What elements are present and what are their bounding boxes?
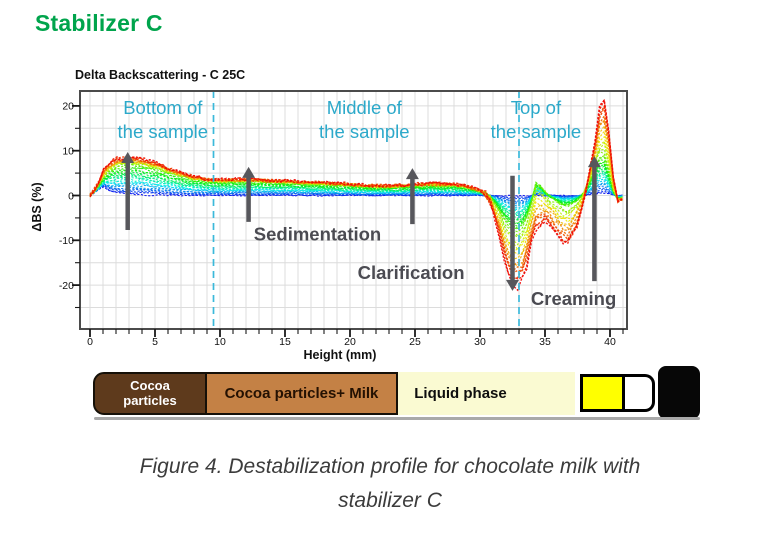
phase-label: Liquid phase [414, 385, 507, 402]
region-label: the sample [491, 121, 582, 142]
scan-curve [89, 148, 623, 238]
y-tick-label: -10 [59, 235, 74, 247]
axis-tick-labels: 0 5 10 15 20 25 30 35 40 20 10 0 -10 -20 [59, 101, 616, 348]
y-axis-label: ΔBS (%) [30, 182, 44, 231]
tube-cap-block [658, 366, 700, 419]
process-label: Creaming [531, 288, 616, 309]
scan-curve [89, 98, 623, 292]
phase-liquid: Liquid phase [398, 372, 575, 415]
scan-curve [89, 167, 623, 221]
process-label: Clarification [358, 262, 465, 283]
y-tick-label: 20 [62, 101, 74, 113]
region-label: Bottom of [123, 97, 203, 118]
phase-bar-shadow [94, 417, 700, 420]
x-tick-label: 10 [214, 336, 226, 348]
region-label: the sample [118, 121, 209, 142]
axis-ticks [72, 105, 624, 337]
x-tick-label: 20 [344, 336, 356, 348]
phase-cocoa-milk: Cocoa particles+ Milk [207, 372, 398, 415]
scan-curve [89, 141, 623, 246]
annotation-arrows [121, 152, 601, 291]
x-tick-label: 15 [279, 336, 291, 348]
phase-label: Cocoa particles [123, 377, 177, 408]
chart-title: Delta Backscattering - C 25C [75, 68, 245, 82]
y-tick-label: 0 [68, 190, 74, 202]
scan-curve [89, 176, 623, 212]
x-axis-label: Height (mm) [304, 348, 377, 362]
scan-curve [89, 162, 623, 225]
page-title: Stabilizer C [35, 10, 163, 36]
chart-annotations: Bottom of the sample Middle of the sample To… [118, 97, 617, 309]
tube-serum-block [580, 374, 625, 412]
x-tick-label: 35 [539, 336, 551, 348]
y-tick-label: 10 [62, 146, 74, 158]
arrowhead-icon [506, 279, 519, 291]
region-boundary-lines [212, 91, 520, 329]
scan-curve [89, 180, 623, 209]
arrowhead-icon [587, 156, 601, 168]
scan-curve [89, 119, 623, 267]
tube-air-block [625, 374, 655, 412]
scan-curve [89, 140, 623, 252]
plot-background [80, 91, 627, 329]
x-tick-label: 0 [87, 336, 93, 348]
x-tick-label: 5 [152, 336, 158, 348]
y-tick-label: -20 [59, 280, 74, 292]
caption-line-2: stabilizer C [338, 488, 442, 512]
x-tick-label: 25 [409, 336, 421, 348]
destabilization-chart: Delta Backscattering - C 25C 0 5 10 15 20 25 3… [30, 68, 628, 362]
arrowhead-icon [242, 166, 256, 178]
scan-curve [89, 186, 623, 197]
scan-curve [89, 154, 623, 233]
x-tick-label: 40 [604, 336, 616, 348]
process-label: Sedimentation [254, 223, 381, 244]
phase-cocoa-particles: Cocoa particles [93, 372, 207, 415]
x-tick-label: 30 [474, 336, 486, 348]
arrowhead-icon [405, 168, 419, 180]
region-label: Top of [511, 97, 562, 118]
figure-caption: Figure 4. Destabilization profile for ch… [0, 450, 780, 517]
plot-border [79, 90, 628, 330]
region-label: the sample [319, 121, 410, 142]
scan-curve [89, 114, 623, 272]
region-label: Middle of [327, 97, 403, 118]
phase-label: Cocoa particles+ Milk [224, 385, 379, 402]
scan-curve [89, 183, 623, 205]
grid-lines [80, 91, 627, 329]
scan-curve [89, 184, 623, 199]
scan-curves [89, 97, 623, 292]
caption-line-1: Figure 4. Destabilization profile for ch… [139, 455, 641, 478]
arrowhead-icon [121, 152, 135, 164]
scan-curve [89, 97, 623, 280]
scan-curve [89, 104, 623, 280]
